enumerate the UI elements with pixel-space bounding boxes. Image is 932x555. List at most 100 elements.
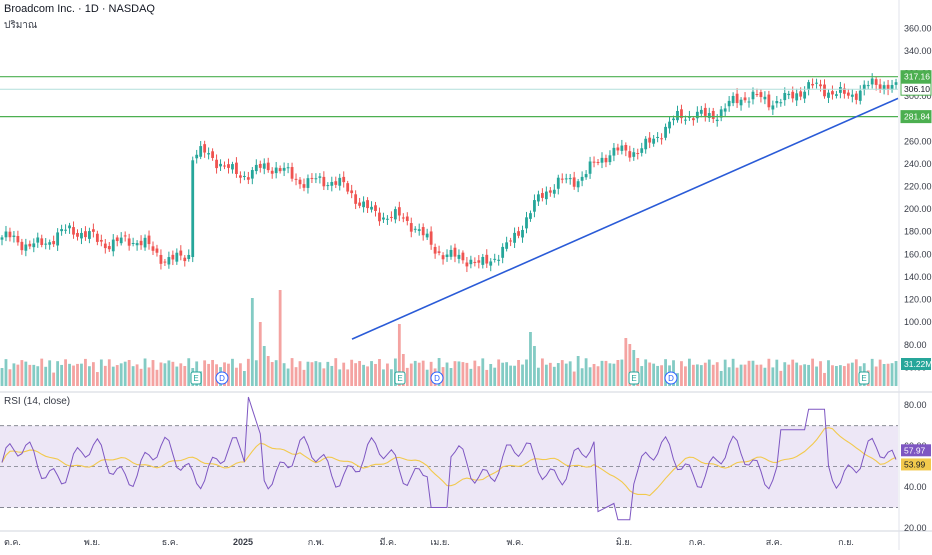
candle-body: [413, 228, 417, 230]
candle-body: [862, 84, 866, 90]
candle-body: [894, 82, 898, 85]
candle-body: [88, 231, 91, 239]
candle-body: [421, 227, 425, 236]
rsi-value-label: 57.97: [904, 445, 926, 455]
candle-body: [211, 151, 214, 158]
candle-body: [874, 79, 878, 85]
candle-body: [548, 190, 552, 193]
volume-bar: [417, 362, 421, 386]
volume-bar: [322, 368, 326, 386]
candle-body: [370, 206, 373, 210]
volume-bar: [827, 360, 830, 386]
volume-bar: [529, 332, 532, 386]
candle-body: [680, 109, 683, 119]
volume-bar: [159, 362, 163, 386]
volume-bar: [60, 364, 64, 386]
candle-body: [866, 85, 870, 87]
earnings-marker-label: E: [397, 374, 402, 383]
candle-body: [195, 154, 199, 159]
candle-body: [517, 231, 520, 236]
candle-body: [24, 244, 28, 251]
volume-bar: [386, 363, 389, 386]
volume-bar: [16, 364, 20, 386]
volume-bar: [564, 363, 568, 386]
volume-bar: [811, 358, 814, 386]
candle-body: [493, 258, 497, 260]
candle-body: [119, 237, 123, 244]
earnings-marker-label: E: [193, 374, 198, 383]
candle-body: [28, 243, 32, 247]
volume-bar: [588, 367, 592, 386]
volume-bar: [521, 364, 524, 386]
volume-bar: [838, 365, 842, 386]
candle-body: [322, 176, 326, 187]
volume-bar: [350, 359, 354, 386]
volume-bar: [24, 361, 28, 386]
price-axis-tick: 160.00: [904, 249, 932, 259]
volume-bar: [68, 363, 71, 386]
candle-body: [739, 99, 743, 106]
candle-body: [16, 235, 20, 243]
candle-body: [306, 178, 310, 188]
volume-bar: [715, 362, 719, 386]
volume-bar: [878, 359, 882, 386]
price-axis-tick: 240.00: [904, 159, 932, 169]
candle-body: [80, 232, 83, 239]
volume-bar: [695, 364, 699, 386]
volume-bar: [203, 360, 207, 386]
price-axis-tick: 200.00: [904, 204, 932, 214]
volume-bar: [314, 361, 318, 386]
volume-bar: [358, 360, 362, 386]
volume-bar: [815, 366, 818, 386]
price-axis-tick: 80.00: [904, 340, 927, 350]
volume-bar: [711, 364, 715, 386]
price-axis-tick: 340.00: [904, 46, 932, 56]
candle-body: [604, 157, 608, 163]
rsi-legend: RSI (14, close): [4, 396, 71, 407]
candle-body: [123, 235, 127, 237]
time-axis-tick: ต.ค.: [4, 537, 21, 547]
volume-bar: [32, 364, 36, 386]
candle-body: [731, 95, 735, 104]
candle-body: [60, 229, 64, 232]
candle-body: [207, 153, 211, 155]
candle-body: [64, 229, 67, 231]
volume-bar: [493, 367, 497, 386]
volume-bar: [763, 367, 767, 386]
candle-body: [632, 152, 636, 157]
candle-body: [656, 136, 660, 138]
candle-body: [878, 84, 882, 90]
candle-body: [231, 164, 234, 170]
candle-body: [342, 176, 346, 183]
candle-body: [755, 94, 759, 96]
candle-body: [870, 78, 874, 85]
candle-body: [131, 243, 135, 245]
candle-body: [556, 177, 560, 189]
volume-bar: [600, 360, 604, 386]
candle-body: [441, 255, 445, 260]
candle-body: [711, 110, 715, 119]
candle-body: [330, 181, 334, 186]
volume-bar: [497, 359, 501, 386]
volume-bar: [525, 359, 528, 386]
rsi-axis-tick: 20.00: [904, 523, 927, 533]
volume-bar: [648, 362, 652, 386]
volume-bar: [135, 364, 139, 386]
candle-body: [95, 233, 99, 242]
volume-bar: [378, 359, 381, 386]
candle-body: [886, 84, 890, 90]
volume-bar: [676, 373, 679, 386]
volume-bar: [505, 362, 509, 386]
candle-body: [56, 232, 60, 246]
candle-body: [242, 175, 246, 177]
time-axis-tick: ก.ค.: [689, 537, 705, 547]
volume-bar: [286, 368, 290, 386]
volume-bar: [342, 362, 346, 386]
volume-bar: [640, 366, 644, 386]
candle-body: [378, 212, 381, 222]
volume-bar: [680, 361, 683, 386]
candle-body: [477, 260, 481, 263]
volume-bar: [278, 290, 282, 386]
